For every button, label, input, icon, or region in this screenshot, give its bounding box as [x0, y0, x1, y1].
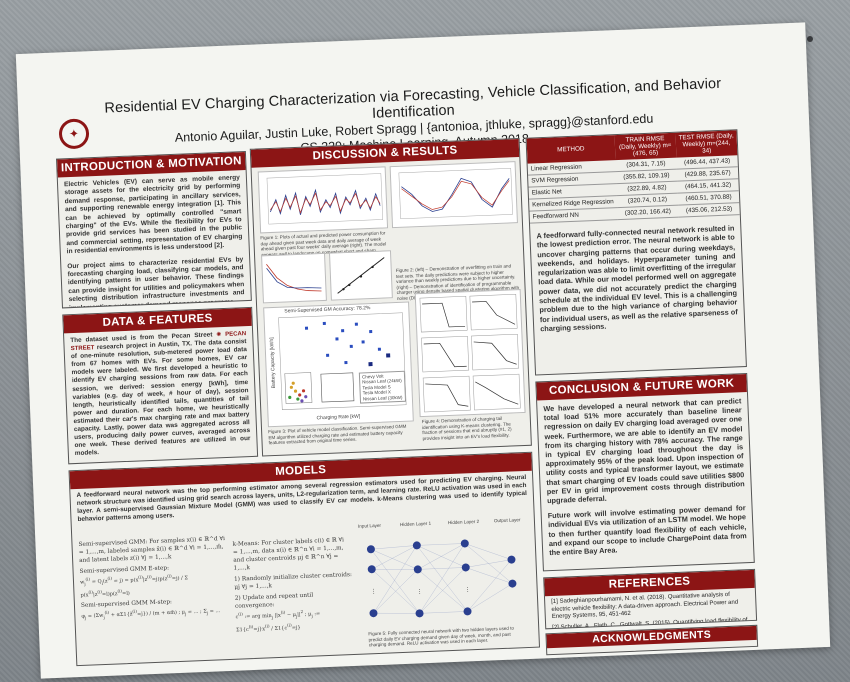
kmeans-update-formula: c(i) := arg minj ||x(i) − μj||2 ; μj := … [235, 609, 321, 634]
results-panel: DISCUSSION & RESULTS Figure 1: Plots of … [249, 137, 532, 457]
forecast-line-plot-daily [257, 166, 389, 234]
overfitting-plot [261, 252, 327, 304]
figure5-caption: Figure 5: Fully connected neural network… [368, 625, 515, 648]
figure3-caption: Figure 3: Plot of vehicle model classifi… [268, 423, 407, 446]
svg-text:⋮: ⋮ [417, 588, 423, 595]
estep-formula: wj(i) = Qi(z(i) = j) = p(x(i)|z(i)=j)p(z… [79, 573, 189, 599]
scatter-legend: Chevy Volt Nissan Leaf (24kW) Tesla Model… [358, 370, 406, 404]
table-header: TEST RMSE (Daily, Weekly) m=(244, 34) [675, 130, 738, 158]
svg-text:⋮: ⋮ [465, 586, 471, 593]
rmse-panel: METHOD TRAIN RMSE (Daily, Weekly) m=(476… [525, 129, 747, 376]
gmm-scatter-plot: Semi-Supervised GM Accuracy: 78.2% Charg… [263, 301, 414, 428]
acknowledgments-heading: ACKNOWLEDGMENTS [546, 625, 757, 649]
references-panel: REFERENCES [1] Sadeghianpourhamami, N. e… [543, 568, 758, 630]
dbscan-plot [328, 250, 393, 301]
forecast-line-plot-weekly [389, 161, 518, 229]
table-header: TRAIN RMSE (Daily, Weekly) m=(476, 65) [614, 132, 677, 161]
data-panel: DATA & FEATURES The dataset used is from… [62, 306, 259, 465]
conclusion-panel: CONCLUSION & FUTURE WORK We have develop… [535, 373, 755, 572]
svg-text:⋮: ⋮ [371, 588, 377, 595]
rmse-table: METHOD TRAIN RMSE (Daily, Weekly) m=(476… [526, 130, 740, 224]
research-poster: ✦ Residential EV Charging Characterizati… [15, 22, 831, 679]
university-seal-logo: ✦ [58, 118, 90, 150]
intro-paragraph: Electric Vehicles (EV) can serve as mobi… [63, 174, 243, 256]
push-pin [807, 36, 813, 42]
gmm-equations: Semi-supervised GMM: For samples x(i) ∈ … [78, 535, 231, 623]
conclusion-paragraph: We have developed a neural network that … [543, 396, 745, 506]
kmeans-equations: k-Means: For cluster labels c(i) ∈ ℝ ∀i … [232, 536, 354, 634]
intro-panel: INTRODUCTION & MOTIVATION Electric Vehic… [56, 150, 252, 309]
models-panel: MODELS A feedforward neural network was … [68, 451, 541, 667]
neural-network-diagram: Input Layer Hidden Layer 1 Hidden Layer … [356, 517, 536, 628]
gmm-definition: Semi-supervised GMM: For samples x(i) ∈ … [78, 536, 226, 564]
figure4-caption: Figure 4: Demonstration of charging tail… [421, 415, 512, 441]
results-summary: A feedforward fully-connected neural net… [536, 223, 738, 334]
kmeans-definition: k-Means: For cluster labels c(i) ∈ ℝ ∀i … [232, 537, 345, 572]
data-paragraph: research project in Austin, TX. The data… [70, 338, 251, 458]
conclusion-paragraph: Future work will involve estimating powe… [547, 503, 747, 558]
kmeans-tail-plots [414, 289, 526, 418]
kmeans-step1: 1) Randomly initialize cluster centroids… [233, 572, 353, 591]
table-header: METHOD [526, 135, 616, 164]
intro-paragraph: Our project aims to characterize residen… [67, 255, 245, 309]
